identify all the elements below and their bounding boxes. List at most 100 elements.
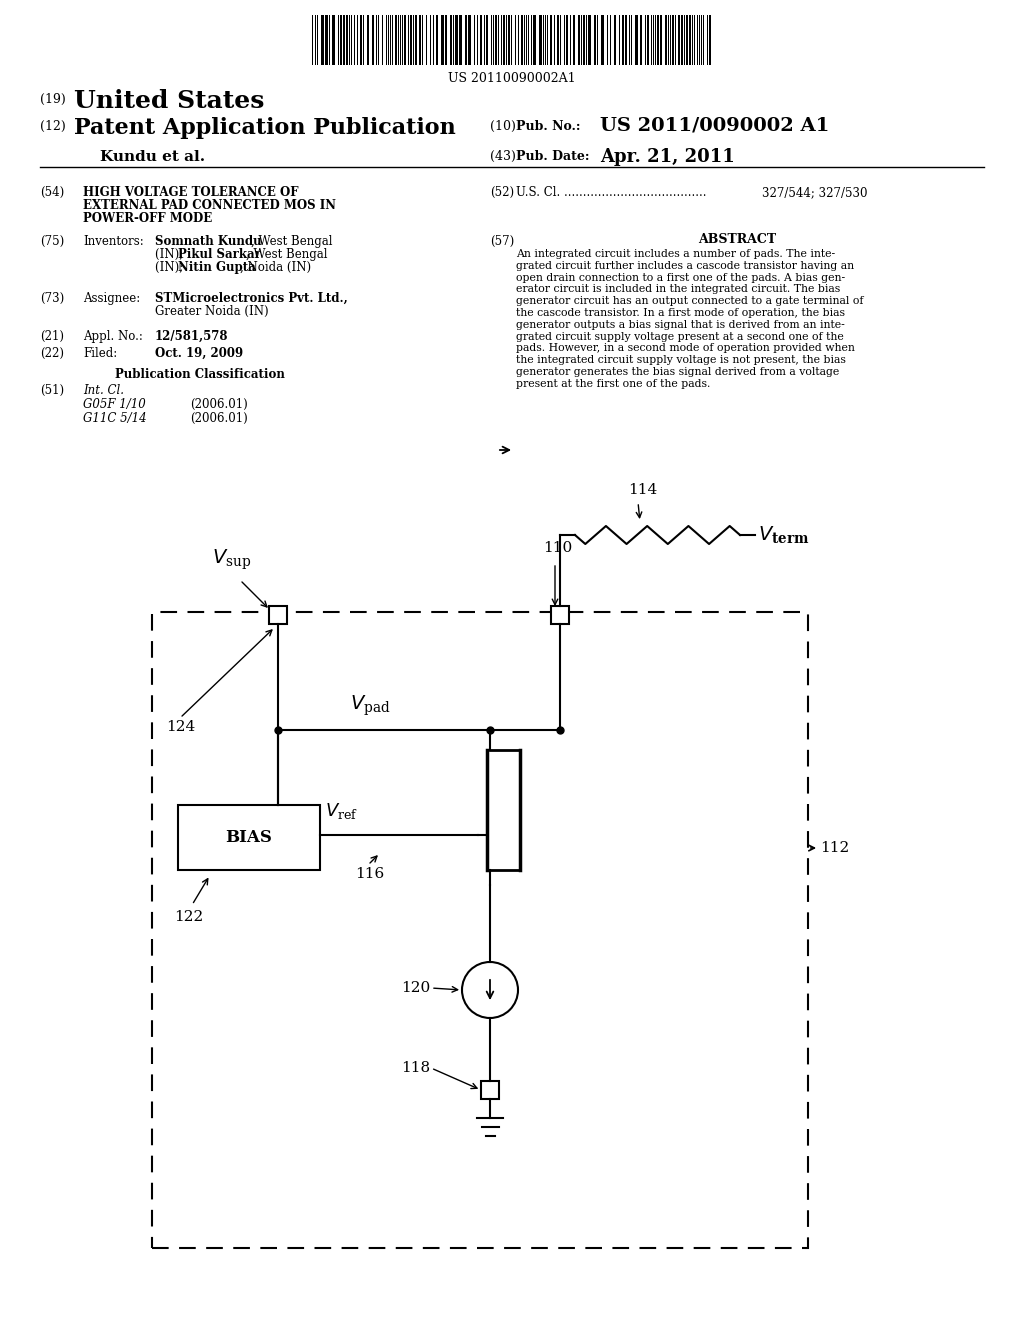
Bar [657, 15, 659, 65]
Text: EXTERNAL PAD CONNECTED MOS IN: EXTERNAL PAD CONNECTED MOS IN [83, 199, 336, 213]
Bar [539, 15, 542, 65]
Text: Greater Noida (IN): Greater Noida (IN) [155, 305, 268, 318]
Bar [566, 15, 568, 65]
Text: Kundu et al.: Kundu et al. [100, 150, 205, 164]
Text: Filed:: Filed: [83, 347, 118, 360]
Text: (IN);: (IN); [155, 248, 187, 261]
Bar [689, 15, 691, 65]
Text: (2006.01): (2006.01) [190, 412, 248, 425]
Text: 120: 120 [400, 981, 430, 995]
Bar [340, 15, 342, 65]
Text: G11C 5/14: G11C 5/14 [83, 412, 146, 425]
Bar [660, 15, 662, 65]
Bar [372, 15, 374, 65]
Bar [450, 15, 452, 65]
Text: US 2011/0090002 A1: US 2011/0090002 A1 [600, 117, 829, 135]
Text: (21): (21) [40, 330, 63, 343]
Bar [594, 15, 596, 65]
Bar [672, 15, 674, 65]
Bar [269, 606, 287, 624]
Text: 122: 122 [174, 909, 203, 924]
Bar [419, 15, 421, 65]
Text: Appl. No.:: Appl. No.: [83, 330, 143, 343]
Bar [332, 15, 335, 65]
Bar [468, 15, 471, 65]
Text: (57): (57) [490, 235, 514, 248]
Text: Publication Classification: Publication Classification [115, 368, 285, 381]
Bar [521, 15, 523, 65]
Bar [178, 805, 319, 870]
Text: (19): (19) [40, 92, 66, 106]
Bar [152, 612, 808, 1247]
Bar [436, 15, 438, 65]
Text: POWER-OFF MODE: POWER-OFF MODE [83, 213, 212, 224]
Bar [601, 15, 604, 65]
Text: An integrated circuit includes a number of pads. The inte-: An integrated circuit includes a number … [516, 249, 836, 259]
Bar [486, 15, 488, 65]
Text: (IN);: (IN); [155, 261, 187, 275]
Text: HIGH VOLTAGE TOLERANCE OF: HIGH VOLTAGE TOLERANCE OF [83, 186, 299, 199]
Bar [465, 15, 467, 65]
Bar [321, 15, 324, 65]
Text: United States: United States [74, 88, 264, 114]
Bar [415, 15, 417, 65]
Text: Pikul Sarkar: Pikul Sarkar [178, 248, 261, 261]
Text: open drain connection to a first one of the pads. A bias gen-: open drain connection to a first one of … [516, 273, 845, 282]
Bar [709, 15, 711, 65]
Text: 12/581,578: 12/581,578 [155, 330, 228, 343]
Bar [410, 15, 412, 65]
Bar [441, 15, 444, 65]
Text: Inventors:: Inventors: [83, 235, 143, 248]
Text: the cascode transistor. In a first mode of operation, the bias: the cascode transistor. In a first mode … [516, 308, 845, 318]
Text: 114: 114 [628, 483, 657, 498]
Text: Int. Cl.: Int. Cl. [83, 384, 124, 397]
Bar [503, 15, 505, 65]
Text: US 20110090002A1: US 20110090002A1 [449, 73, 575, 84]
Bar [508, 15, 510, 65]
Text: Assignee:: Assignee: [83, 292, 140, 305]
Text: (52): (52) [490, 186, 514, 199]
Bar [678, 15, 680, 65]
Text: (12): (12) [40, 120, 66, 133]
Text: STMicroelectronics Pvt. Ltd.,: STMicroelectronics Pvt. Ltd., [155, 292, 348, 305]
Bar [614, 15, 616, 65]
Bar [343, 15, 345, 65]
Bar [550, 15, 552, 65]
Bar [534, 15, 536, 65]
Bar [681, 15, 683, 65]
Text: 116: 116 [355, 867, 384, 880]
Bar [625, 15, 627, 65]
Text: , West Bengal: , West Bengal [251, 235, 333, 248]
Text: $V_{\mathregular{ref}}$: $V_{\mathregular{ref}}$ [325, 801, 358, 821]
Bar [551, 606, 569, 624]
Text: (51): (51) [40, 384, 65, 397]
Text: (10): (10) [490, 120, 516, 133]
Text: (73): (73) [40, 292, 65, 305]
Bar [445, 15, 447, 65]
Bar [360, 15, 362, 65]
Bar [346, 15, 348, 65]
Bar [647, 15, 649, 65]
Bar [640, 15, 642, 65]
Text: $V_{\mathregular{sup}}$: $V_{\mathregular{sup}}$ [212, 548, 252, 572]
Text: (2006.01): (2006.01) [190, 399, 248, 411]
Bar [635, 15, 638, 65]
Bar [459, 15, 462, 65]
Bar [455, 15, 458, 65]
Text: 118: 118 [400, 1061, 430, 1074]
Bar [578, 15, 580, 65]
Bar [495, 15, 497, 65]
Bar [404, 15, 406, 65]
Bar [583, 15, 585, 65]
Text: G05F 1/10: G05F 1/10 [83, 399, 145, 411]
Bar [573, 15, 575, 65]
Bar [622, 15, 624, 65]
Bar [325, 15, 328, 65]
Text: Apr. 21, 2011: Apr. 21, 2011 [600, 148, 735, 166]
Text: Pub. Date:: Pub. Date: [516, 150, 590, 162]
Text: Pub. No.:: Pub. No.: [516, 120, 581, 133]
Bar [480, 15, 482, 65]
Text: grated circuit further includes a cascode transistor having an: grated circuit further includes a cascod… [516, 261, 854, 271]
Bar [588, 15, 591, 65]
Text: pads. However, in a second mode of operation provided when: pads. However, in a second mode of opera… [516, 343, 855, 354]
